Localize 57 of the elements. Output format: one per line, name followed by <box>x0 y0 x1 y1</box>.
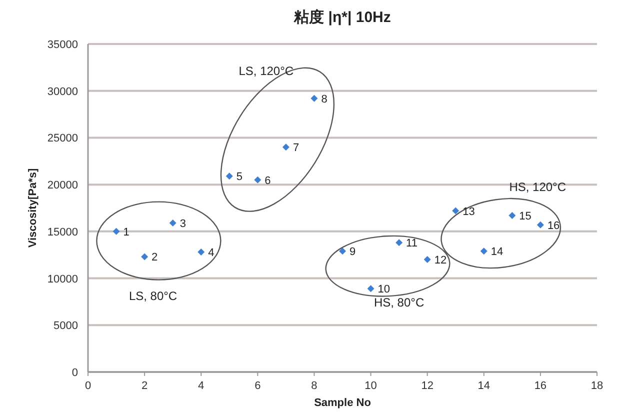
annotation: 13 <box>462 206 475 218</box>
point <box>536 221 544 228</box>
y-tick-label: 10000 <box>47 273 78 286</box>
point <box>226 172 233 180</box>
x-tick-label: 18 <box>590 380 604 392</box>
y-tick-label: 15000 <box>47 226 78 238</box>
annotation: 11 <box>406 238 418 250</box>
annotation: 4 <box>208 247 214 260</box>
annotation: 16 <box>547 220 560 232</box>
y-tick-label: 0 <box>72 367 78 379</box>
annotation: 2 <box>152 252 158 264</box>
y-tick-label: 5000 <box>54 320 78 332</box>
point <box>367 285 374 292</box>
annotation: LS, 120°C <box>238 64 294 78</box>
annotation: HS, 120°C <box>509 180 566 194</box>
annotation: LS, 80°C <box>128 288 178 303</box>
annotation: 14 <box>490 246 504 258</box>
y-tick-label: 25000 <box>47 132 78 145</box>
x-tick-label: 4 <box>198 380 204 392</box>
annotation: 7 <box>292 142 300 154</box>
chart-title: 粘度 |η*| 10Hz <box>293 8 391 26</box>
annotation: 5 <box>236 171 243 184</box>
point <box>452 207 460 214</box>
annotation: 8 <box>321 93 328 106</box>
annotation: 9 <box>350 246 356 258</box>
y-tick-label: 30000 <box>47 86 78 98</box>
x-tick-label: 8 <box>311 380 318 392</box>
annotation: 12 <box>434 254 447 267</box>
point <box>480 248 488 255</box>
x-tick-label: 14 <box>478 380 490 392</box>
point <box>169 219 176 226</box>
point <box>112 228 120 235</box>
point <box>254 176 262 184</box>
annotation: 3 <box>180 218 186 230</box>
point <box>198 248 205 256</box>
point <box>339 248 346 255</box>
x-tick-label: 10 <box>364 380 377 392</box>
x-tick-label: 12 <box>421 380 434 392</box>
annotation: 1 <box>123 226 130 238</box>
y-tick-label: 20000 <box>47 180 78 192</box>
x-tick-label: 2 <box>141 380 148 392</box>
y-tick-label: 35000 <box>47 39 78 51</box>
point <box>508 212 516 219</box>
annotation: 6 <box>264 174 271 187</box>
point <box>141 253 148 260</box>
annotation: 15 <box>519 210 532 222</box>
y-axis-title: Viscosity[Pa*s] <box>27 168 39 248</box>
point <box>424 256 431 264</box>
x-tick-label: 16 <box>534 380 547 392</box>
x-tick-label: 0 <box>84 380 92 392</box>
point <box>282 144 290 151</box>
annotation: 10 <box>378 284 390 296</box>
point <box>310 94 318 102</box>
x-tick-label: 6 <box>254 380 261 392</box>
point <box>396 239 403 246</box>
annotation: HS, 80°C <box>374 295 424 310</box>
x-axis-title: Sample No <box>314 397 372 409</box>
